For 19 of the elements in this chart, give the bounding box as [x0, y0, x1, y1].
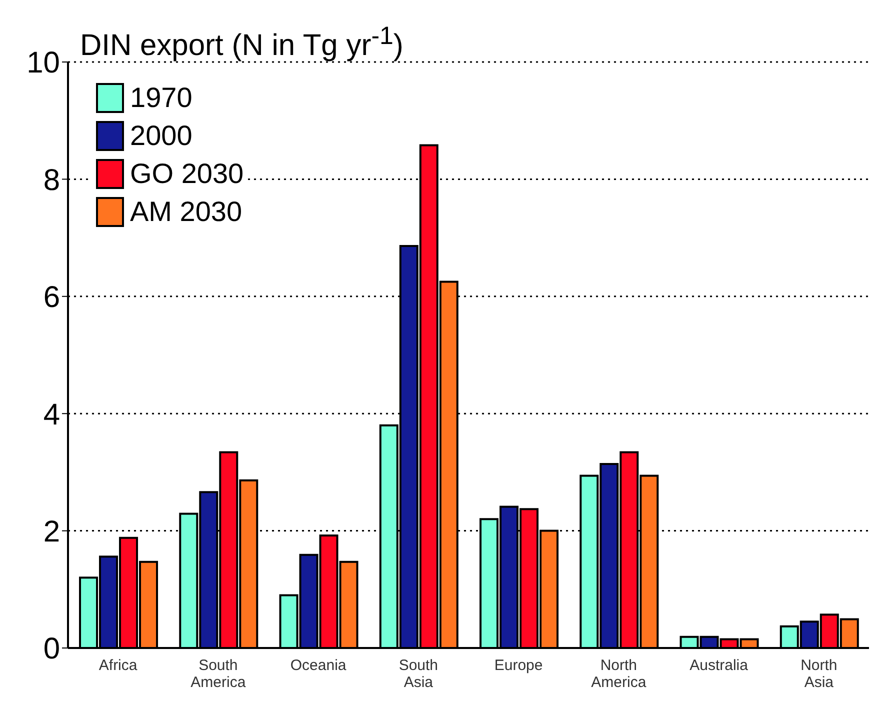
y-tick-label: 0 — [43, 632, 60, 666]
y-tick-label: 10 — [26, 46, 60, 80]
x-tick-label: North America — [591, 657, 647, 691]
y-tick-label: 8 — [43, 164, 60, 197]
y-tick-label: 4 — [43, 398, 60, 432]
y-tick-label: 2 — [43, 515, 60, 548]
legend-label: AM 2030 — [130, 195, 242, 229]
x-tick-label: South Asia — [398, 657, 438, 691]
legend-label: 2000 — [130, 119, 192, 153]
legend-label: GO 2030 — [130, 157, 244, 191]
x-tick-label: Africa — [98, 657, 138, 674]
chart-title: DIN export (N in Tg yr$^{-1}$) — [80, 22, 404, 63]
x-tick-label: Europe — [494, 657, 543, 674]
x-tick-label: Oceania — [290, 657, 347, 674]
y-tick-label: 6 — [43, 281, 60, 314]
legend-label: 1970 — [130, 81, 192, 115]
x-tick-label: South America — [190, 657, 246, 691]
x-tick-label: North Asia — [800, 657, 838, 691]
x-tick-label: Australia — [690, 657, 749, 674]
